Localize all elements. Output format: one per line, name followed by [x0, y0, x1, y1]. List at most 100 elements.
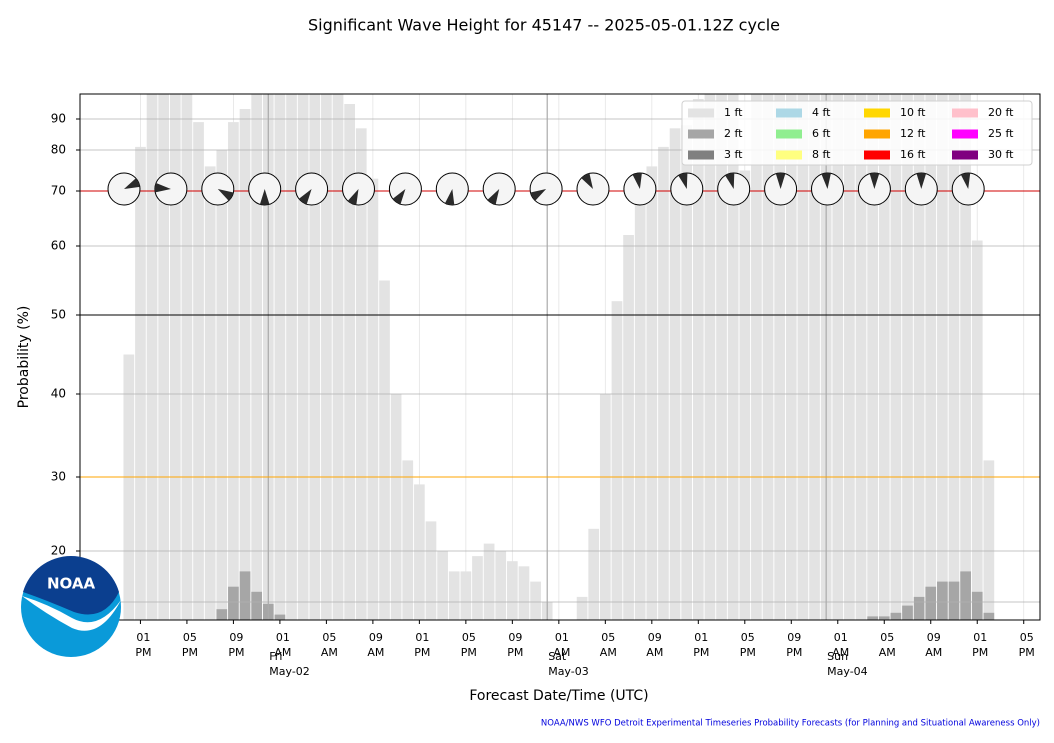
direction-icon: [107, 172, 141, 206]
bar: [623, 235, 634, 620]
direction-wedge: [775, 173, 786, 189]
x-tick-label: 05 PM: [1018, 631, 1035, 659]
legend-label: 20 ft: [988, 106, 1014, 119]
x-tick-label: 01 PM: [972, 631, 989, 659]
bar: [960, 571, 971, 620]
bar: [646, 166, 658, 620]
footer-note: NOAA/NWS WFO Detroit Experimental Timese…: [541, 719, 1040, 729]
x-tick-label: 05 PM: [181, 631, 198, 659]
bar: [983, 612, 995, 620]
bar: [762, 94, 774, 620]
day-label: Fri May-02: [269, 650, 310, 678]
bar: [902, 605, 913, 620]
direction-wedge: [154, 182, 171, 193]
y-tick-label: 60: [51, 239, 66, 253]
x-tick-label: 01 AM: [274, 631, 292, 659]
legend-swatch: [776, 129, 802, 139]
x-tick-label: 01 PM: [135, 631, 152, 659]
noaa-logo: NOAA: [21, 556, 121, 657]
bar: [274, 94, 286, 620]
legend-swatch: [952, 150, 978, 160]
direction-icon: [811, 172, 844, 206]
bar: [913, 94, 925, 620]
legend-label: 10 ft: [900, 106, 926, 119]
bar: [878, 94, 890, 620]
x-tick-label: 01 AM: [832, 631, 850, 659]
direction-icon: [435, 172, 469, 206]
legend-label: 25 ft: [988, 127, 1014, 140]
bar: [251, 94, 263, 620]
bar: [274, 614, 286, 620]
bar: [960, 94, 971, 620]
bar: [297, 94, 309, 620]
bar: [890, 612, 902, 620]
bar: [925, 94, 937, 620]
legend-swatch: [864, 150, 890, 160]
bar: [390, 394, 402, 620]
bar: [716, 94, 727, 620]
y-tick-label: 30: [51, 470, 66, 484]
logo-top: [23, 556, 119, 615]
bar: [483, 543, 495, 620]
bar: [239, 571, 251, 620]
legend-swatch: [688, 150, 714, 160]
bar: [204, 166, 216, 620]
legend-swatch: [776, 150, 802, 160]
legend-label: 8 ft: [812, 148, 831, 161]
bar: [448, 571, 460, 620]
y-tick-label: 80: [51, 143, 66, 157]
legend-box: [681, 100, 1033, 166]
bar: [239, 109, 251, 620]
direction-wedge: [725, 173, 735, 189]
bar: [937, 94, 948, 620]
bar: [704, 94, 716, 620]
x-tick-label: 05 AM: [320, 631, 338, 659]
x-tick-label: 09 PM: [786, 631, 803, 659]
bar: [971, 591, 983, 620]
legend-label: 3 ft: [724, 148, 743, 161]
direction-icon: [670, 172, 704, 206]
legend-swatch: [776, 108, 802, 118]
x-tick-label: 09 AM: [367, 631, 385, 659]
plot-area: [80, 94, 1040, 620]
x-tick-label: 01 AM: [553, 631, 571, 659]
legend-label: 1 ft: [724, 106, 743, 119]
bar: [855, 94, 867, 620]
bar: [588, 528, 600, 620]
bar: [123, 354, 135, 620]
bar: [902, 94, 913, 620]
bar: [692, 99, 704, 620]
direction-icon: [623, 172, 657, 206]
bar: [402, 460, 414, 620]
bar: [193, 122, 204, 620]
bar: [948, 94, 960, 620]
bar: [146, 94, 158, 620]
bar: [321, 94, 332, 620]
bar: [495, 551, 507, 620]
direction-icon: [154, 172, 188, 206]
bar: [878, 616, 890, 620]
bar: [216, 609, 228, 620]
legend-swatch: [952, 129, 978, 139]
chart-title: Significant Wave Height for 45147 -- 202…: [308, 16, 780, 35]
bar: [774, 94, 786, 620]
y-tick-label: 50: [51, 308, 66, 322]
bar: [948, 581, 960, 620]
direction-wedge: [632, 173, 642, 189]
bar: [169, 94, 181, 620]
bar: [599, 394, 611, 620]
bar: [216, 150, 228, 620]
bar: [751, 94, 762, 620]
bar: [797, 94, 809, 620]
bar: [228, 586, 239, 620]
bar: [518, 566, 530, 620]
bar: [437, 551, 448, 620]
bar: [332, 94, 344, 620]
bar: [634, 178, 646, 620]
direction-icon: [717, 172, 751, 206]
bar: [925, 586, 937, 620]
legend: 1 ft 2 ft 3 ft 4 ft 6 ft 8 ft 10 ft 12 ft 16 ft 2…: [681, 100, 1033, 166]
direction-icon: [388, 172, 422, 206]
legend-swatch: [688, 108, 714, 118]
bar: [681, 125, 693, 620]
